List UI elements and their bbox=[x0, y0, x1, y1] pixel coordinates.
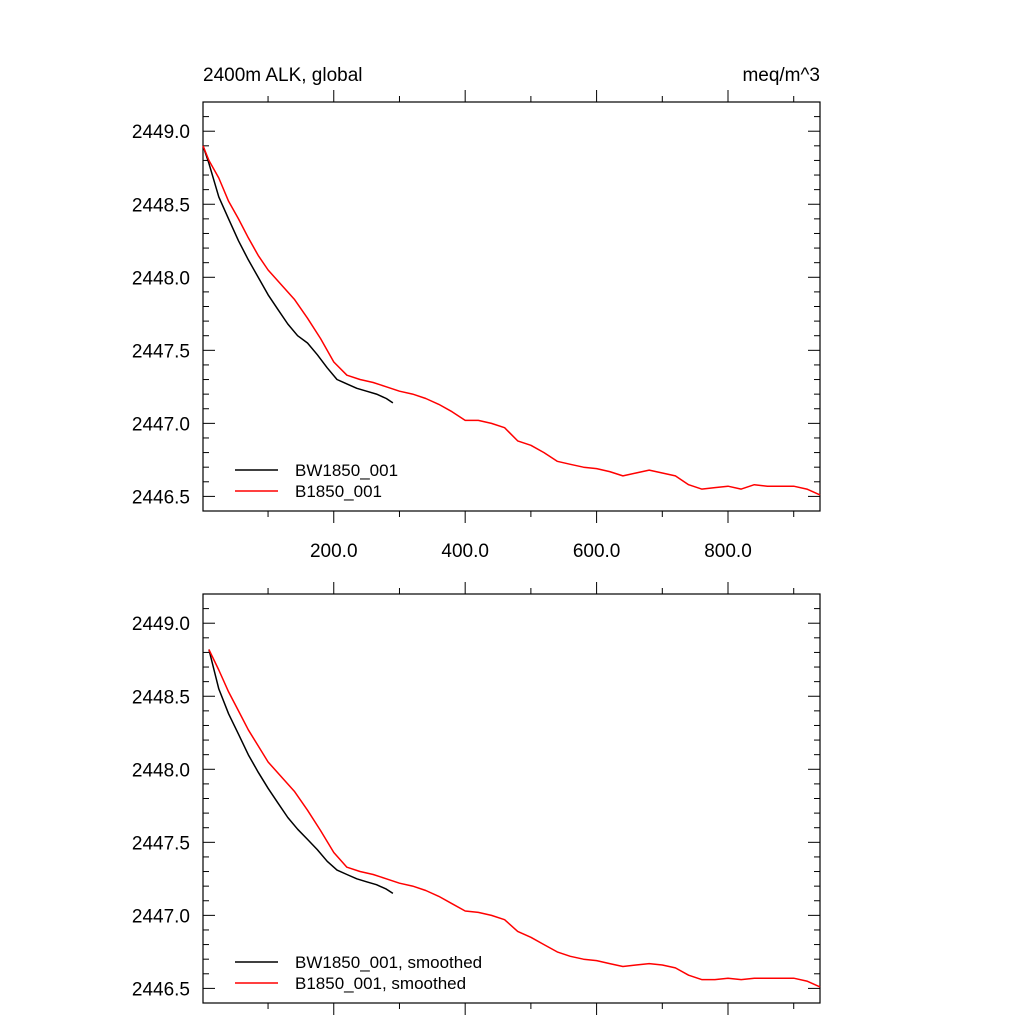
legend-entry: BW1850_001, smoothed bbox=[295, 953, 482, 972]
x-tick-label: 400.0 bbox=[441, 541, 489, 562]
x-tick-label: 600.0 bbox=[573, 541, 621, 562]
lower-panel: 2446.5 2447.0 2447.5 2448.0 2448.5 2449.0 BW18… bbox=[132, 582, 821, 1015]
series-line-bw1850-001-smoothed bbox=[208, 649, 394, 895]
x-tick-label: 200.0 bbox=[310, 541, 358, 562]
y-tick-label: 2446.5 bbox=[132, 487, 190, 508]
plot-frame bbox=[202, 101, 821, 512]
y-tick-label: 2449.0 bbox=[132, 122, 190, 143]
legend-entry: B1850_001, smoothed bbox=[295, 974, 466, 993]
chart-title: 2400m ALK, global bbox=[203, 65, 363, 86]
upper-panel: 2446.5 2447.0 2447.5 2448.0 2448.5 2449.0 200.… bbox=[132, 65, 821, 562]
y-tick-label: 2448.0 bbox=[132, 760, 190, 781]
y-tick-label: 2447.0 bbox=[132, 414, 190, 435]
series-line-b1850-001 bbox=[202, 145, 821, 496]
y-tick-label: 2448.5 bbox=[132, 195, 190, 216]
series-line-b1850-001-smoothed bbox=[208, 649, 821, 988]
y-tick-label: 2446.5 bbox=[132, 979, 190, 1000]
y-tick-label: 2447.5 bbox=[132, 833, 190, 854]
y-tick-label: 2448.5 bbox=[132, 687, 190, 708]
y-tick-label: 2447.0 bbox=[132, 906, 190, 927]
units-label: meq/m^3 bbox=[742, 65, 820, 86]
y-tick-label: 2447.5 bbox=[132, 341, 190, 362]
y-tick-label: 2449.0 bbox=[132, 614, 190, 635]
plot-frame bbox=[202, 593, 821, 1004]
legend-entry: B1850_001 bbox=[295, 482, 382, 501]
y-tick-label: 2448.0 bbox=[132, 268, 190, 289]
x-tick-label: 800.0 bbox=[704, 541, 752, 562]
legend-entry: BW1850_001 bbox=[295, 461, 398, 480]
series-line-bw1850-001 bbox=[202, 145, 394, 404]
